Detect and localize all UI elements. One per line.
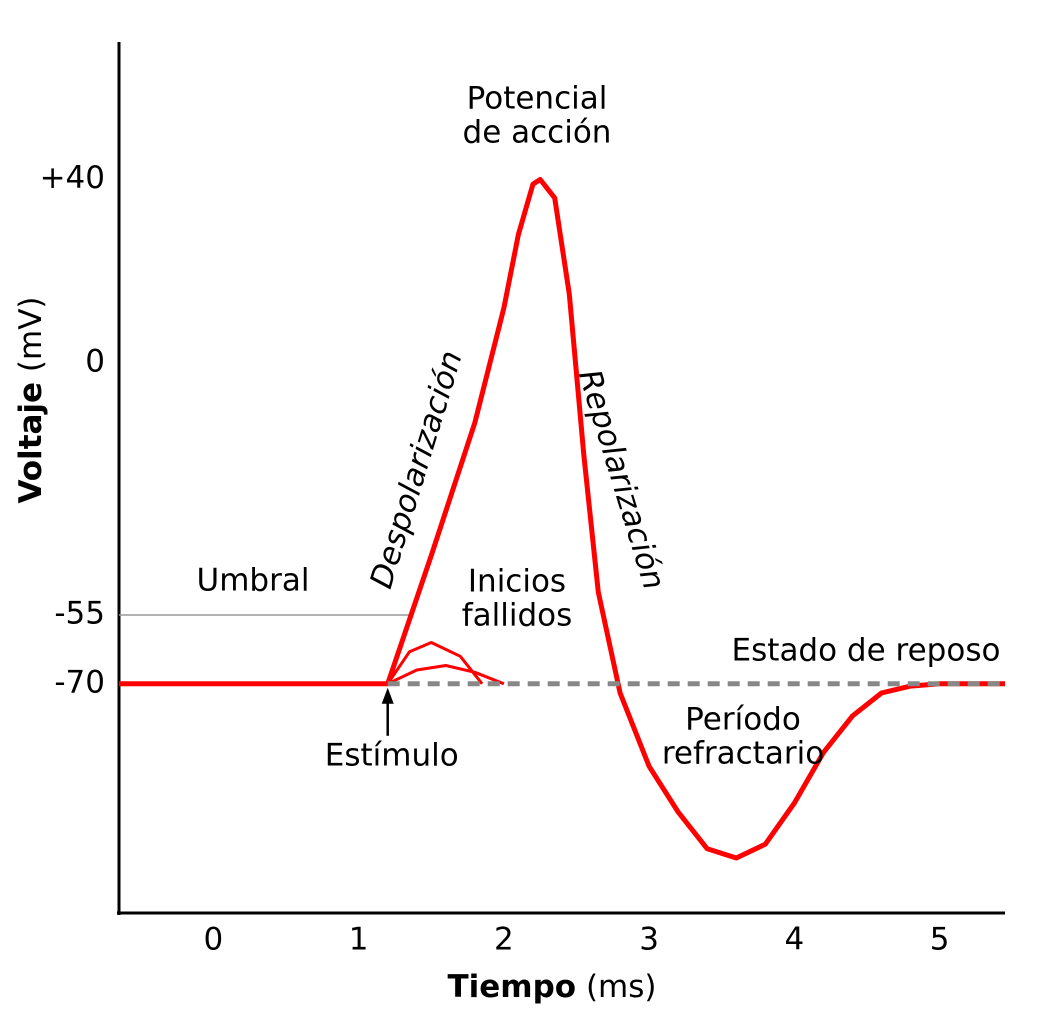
x-tick-label: 5 (930, 922, 950, 958)
annotation: Potencial (467, 81, 608, 117)
annotation: Período (685, 702, 801, 738)
x-tick-label: 1 (349, 922, 369, 958)
x-tick-label: 2 (494, 922, 514, 958)
x-tick-label: 4 (785, 922, 805, 958)
y-axis-title: Voltaje (mV) (13, 296, 49, 503)
series-line (387, 664, 505, 686)
y-tick-label: 0 (85, 343, 105, 379)
x-label: Tiempo (448, 969, 577, 1005)
y-tick-label: -55 (54, 596, 105, 632)
annotation: Despolarización (363, 347, 469, 593)
y-label: Voltaje (13, 382, 49, 504)
annotation: Umbral (197, 563, 310, 599)
x-unit: (ms) (586, 969, 657, 1005)
annotation: Inicios (468, 564, 566, 600)
x-tick-label: 3 (639, 922, 659, 958)
x-axis-title: Tiempo (ms) (448, 969, 657, 1005)
annotation: fallidos (462, 598, 573, 634)
annotation: refractario (662, 736, 824, 772)
y-tick-label: +40 (40, 160, 105, 196)
stimulus-label: Estímulo (325, 737, 459, 773)
annotation: Estado de reposo (732, 633, 1001, 669)
series-line (386, 641, 484, 685)
y-tick-label: -70 (54, 664, 105, 700)
stimulus-arrowhead (381, 687, 394, 704)
y-unit: (mV) (13, 296, 49, 372)
x-tick-label: 0 (204, 922, 224, 958)
series-line (119, 177, 1005, 861)
annotation: de acción (463, 115, 612, 151)
